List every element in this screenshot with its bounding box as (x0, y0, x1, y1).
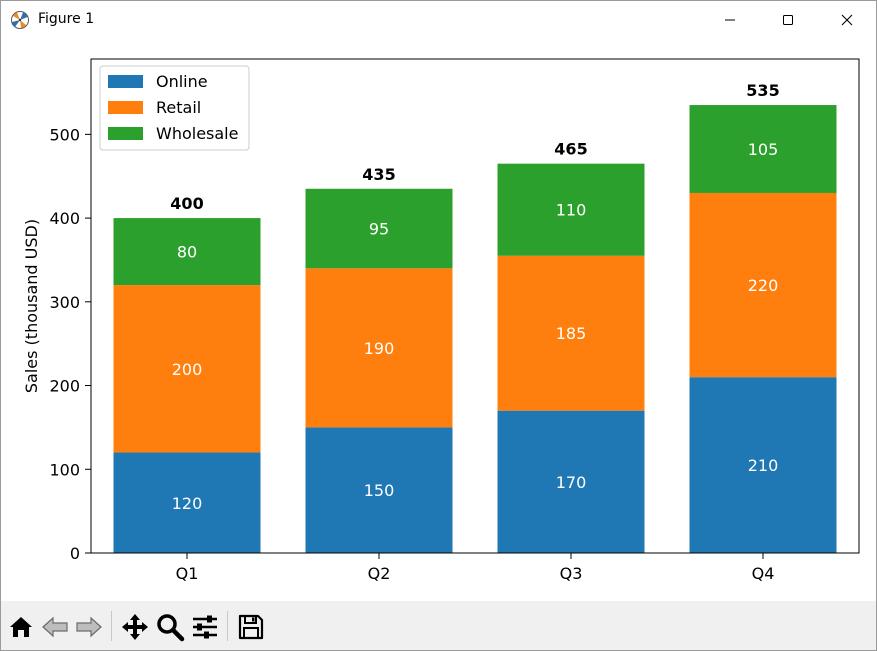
y-axis-label: Sales (thousand USD) (22, 219, 41, 393)
bar-wholesale-q4 (689, 105, 837, 193)
bar-value-label: 185 (556, 324, 587, 343)
toolbar-separator (111, 611, 112, 641)
maximize-icon (783, 15, 793, 25)
save-icon (238, 614, 264, 640)
legend-label-online: Online (156, 72, 208, 91)
pan-icon (122, 614, 148, 640)
bar-online-q4 (689, 377, 837, 553)
legend-label-wholesale: Wholesale (156, 124, 238, 143)
title-bar[interactable]: Figure 1 (1, 1, 876, 39)
bar-value-label: 80 (177, 243, 197, 262)
legend: Online Retail Wholesale (99, 65, 250, 151)
x-tick-label: Q4 (752, 564, 775, 583)
back-button[interactable] (39, 611, 71, 643)
maximize-button[interactable] (759, 1, 817, 39)
x-tick-label: Q2 (368, 564, 391, 583)
navigation-toolbar (1, 601, 876, 650)
matplotlib-logo-icon (10, 10, 30, 30)
legend-swatch-wholesale (108, 127, 143, 140)
y-tick-label: 400 (49, 209, 80, 228)
bar-online-q1 (113, 452, 261, 553)
legend-swatch-online (108, 75, 143, 88)
x-tick-label: Q1 (176, 564, 199, 583)
bar-value-label: 95 (369, 220, 389, 239)
back-arrow-icon (42, 616, 68, 638)
bar-value-label: 120 (172, 494, 203, 513)
home-button[interactable] (5, 611, 37, 643)
bar-value-label: 210 (748, 456, 779, 475)
stacked-bar-chart: 120 200 80 400 150 190 95 435 170 185 110 465 210 220… (22, 58, 860, 583)
y-tick-label: 0 (70, 544, 80, 563)
bar-value-label: 150 (364, 481, 395, 500)
forward-button[interactable] (73, 611, 105, 643)
y-tick-label: 500 (49, 125, 80, 144)
bar-retail-q1 (113, 285, 261, 453)
bar-wholesale-q3 (497, 163, 645, 256)
figure-canvas[interactable]: 120 200 80 400 150 190 95 435 170 185 110 465 210 220… (1, 39, 876, 601)
axes-frame (90, 58, 860, 554)
bar-value-label: 190 (364, 339, 395, 358)
configure-subplots-button[interactable] (189, 611, 221, 643)
close-icon (841, 14, 853, 26)
zoom-icon (157, 614, 185, 642)
toolbar-separator (227, 611, 228, 641)
save-button[interactable] (235, 611, 267, 643)
bar-wholesale-q2 (305, 188, 453, 269)
bar-wholesale-q1 (113, 218, 261, 286)
bar-value-label: 220 (748, 276, 779, 295)
y-tick-label: 300 (49, 293, 80, 312)
bar-total-label: 435 (362, 165, 395, 184)
forward-arrow-icon (76, 616, 102, 638)
bar-online-q2 (305, 427, 453, 553)
pan-button[interactable] (119, 611, 151, 643)
minimize-button[interactable] (701, 1, 759, 39)
y-tick-label: 200 (49, 377, 80, 396)
bar-total-label: 400 (170, 194, 203, 213)
configure-subplots-icon (193, 615, 217, 639)
bar-retail-q4 (689, 192, 837, 378)
bar-retail-q2 (305, 268, 453, 428)
bar-retail-q3 (497, 255, 645, 411)
legend-label-retail: Retail (156, 98, 201, 117)
window-title: Figure 1 (38, 11, 95, 27)
bar-value-label: 170 (556, 473, 587, 492)
bar-value-label: 110 (556, 201, 587, 220)
bar-total-label: 465 (554, 140, 587, 159)
legend-swatch-retail (108, 101, 143, 114)
bar-total-label: 535 (746, 81, 779, 100)
bar-online-q3 (497, 410, 645, 553)
x-tick-label: Q3 (560, 564, 583, 583)
home-icon (10, 617, 32, 637)
zoom-button[interactable] (154, 611, 186, 643)
y-tick-label: 100 (49, 460, 80, 479)
minimize-icon (725, 19, 735, 21)
bar-value-label: 105 (748, 140, 779, 159)
bar-value-label: 200 (172, 360, 203, 379)
close-button[interactable] (818, 1, 876, 39)
